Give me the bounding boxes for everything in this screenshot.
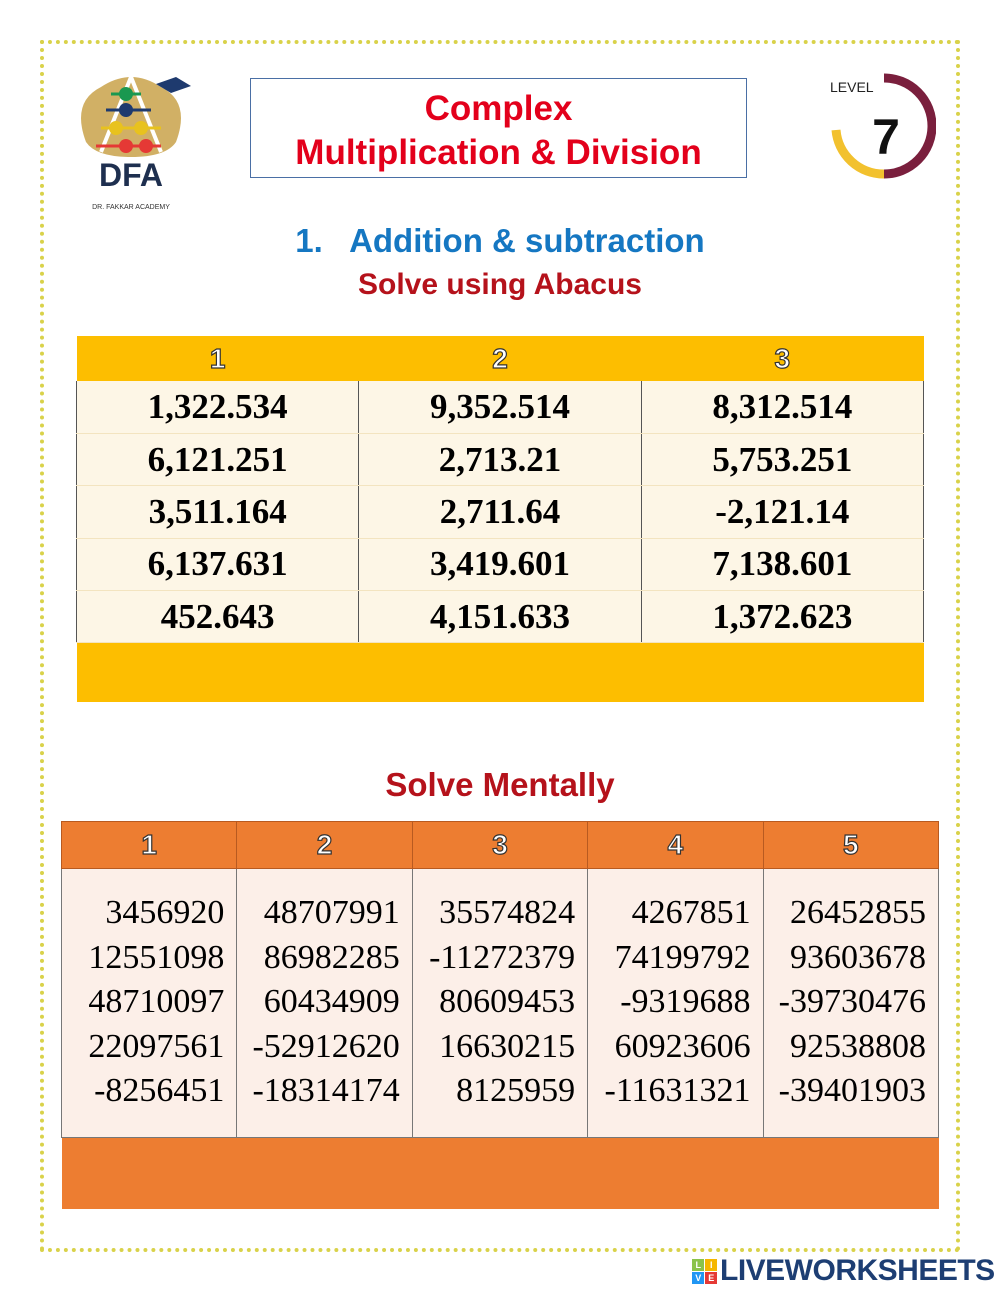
dfa-logo: DFA DR. FAKKAR ACADEMY (81, 76, 191, 211)
number-column: 26452855 93603678 -39730476 92538808 -394019… (762, 868, 940, 1138)
col-header: 1 (60, 821, 238, 869)
number: 86982285 (263, 938, 400, 976)
answer-cell[interactable] (358, 642, 642, 702)
number: 48707991 (263, 894, 400, 931)
number: 8125959 (456, 1072, 576, 1109)
number: 4267851 (631, 894, 751, 931)
number: 60923606 (614, 1027, 751, 1065)
number-column: 4267851 74199792 -9319688 60923606 -11631321 (587, 868, 764, 1138)
number: 26452855 (790, 894, 926, 931)
number: -9319688 (620, 983, 751, 1020)
title-line-2: Multiplication & Division (295, 133, 702, 172)
number: 35574824 (439, 894, 576, 931)
number: 16630215 (439, 1027, 576, 1065)
table-row: 452.643 4,151.633 1,372.623 (75, 590, 925, 644)
table-row: 6,121.251 2,713.21 5,753.251 (75, 433, 925, 487)
logo-text: DFA (99, 157, 163, 193)
answer-row (61, 1137, 939, 1209)
col-header: 2 (236, 821, 413, 869)
number-column: 35574824 -11272379 80609453 16630215 8125959 (411, 868, 589, 1138)
col-header: 1 (76, 336, 359, 381)
col-header: 4 (587, 821, 764, 869)
number-column: 48707991 86982285 60434909 -52912620 -183141… (236, 868, 413, 1138)
star-border (40, 40, 960, 1252)
table-row: 3,511.164 2,711.64 -2,121.14 (75, 485, 925, 539)
number: 74199792 (614, 938, 751, 976)
col-header: 3 (641, 336, 924, 381)
number: 92538808 (790, 1027, 926, 1065)
answer-cell[interactable] (236, 1137, 413, 1209)
answer-cell[interactable] (412, 1137, 588, 1209)
number: -11272379 (429, 938, 576, 976)
section2-heading: Solve Mentally (385, 766, 615, 803)
answer-cell[interactable] (641, 642, 924, 702)
section1-heading: 1. Addition & subtraction (295, 222, 705, 259)
level-badge: LEVEL 7 (830, 73, 936, 179)
number: -18314174 (252, 1072, 400, 1109)
number: -11631321 (604, 1072, 751, 1109)
col-header: 2 (358, 336, 642, 381)
number: -39730476 (778, 983, 926, 1020)
answer-cell[interactable] (763, 1137, 939, 1209)
answer-cell[interactable] (61, 1137, 237, 1209)
number: 22097561 (88, 1027, 225, 1065)
number-column: 3456920 12551098 48710097 22097561 -8256451 (60, 868, 238, 1138)
number: -52912620 (252, 1027, 400, 1065)
table-row: 6,137.631 3,419.601 7,138.601 (75, 538, 925, 592)
number: 48710097 (88, 983, 225, 1020)
number: 93603678 (790, 938, 926, 976)
col-header: 3 (411, 821, 589, 869)
number: 3456920 (105, 894, 225, 931)
level-label: LEVEL (830, 79, 874, 95)
table-row: 1,322.534 9,352.514 8,312.514 (75, 381, 925, 434)
number: 12551098 (88, 938, 225, 976)
logo-subtitle: DR. FAKKAR ACADEMY (92, 204, 170, 211)
title-line-1: Complex (424, 89, 573, 128)
col-header: 5 (762, 821, 940, 869)
number: 80609453 (439, 983, 576, 1020)
answer-cell[interactable] (76, 642, 359, 702)
answer-cell[interactable] (587, 1137, 764, 1209)
answer-row (76, 642, 924, 702)
number: -39401903 (778, 1072, 926, 1109)
number: -8256451 (94, 1072, 225, 1109)
number: 60434909 (263, 983, 400, 1020)
worksheet-title: Complex Multiplication & Division (250, 78, 747, 178)
brand-text: LIVEWORKSHEETS (720, 1254, 995, 1287)
section1-subheading: Solve using Abacus (358, 268, 642, 301)
level-number: 7 (872, 109, 900, 165)
